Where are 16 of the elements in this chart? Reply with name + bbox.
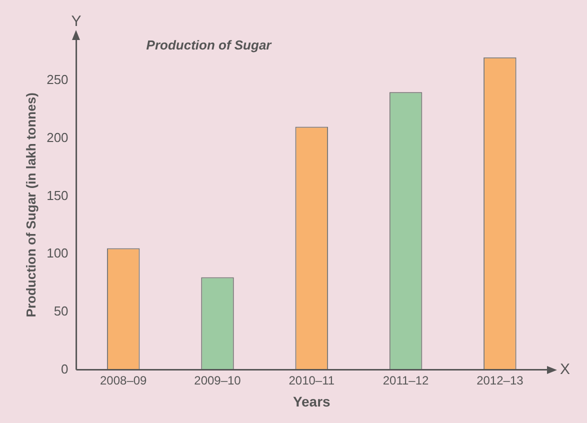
y-tick-label: 50 (54, 304, 68, 319)
x-tick-label: 2009–10 (194, 373, 242, 388)
y-tick-label: 0 (61, 361, 68, 376)
x-tick-label: 2010–11 (288, 373, 335, 388)
y-tick-label: 250 (46, 72, 68, 88)
text: X (560, 360, 570, 378)
x-tick-label: 2011–12 (382, 373, 430, 388)
text: Y (71, 13, 82, 30)
x-axis-title: Years (292, 393, 331, 410)
chart-title: Production of Sugar (146, 38, 272, 53)
y-tick-label: 100 (46, 246, 68, 261)
x-tick-label: 2008–09 (100, 373, 148, 388)
y-tick-label: 150 (46, 188, 68, 203)
y-tick-label: 200 (46, 130, 68, 145)
y-axis-title: Production of Sugar (in lakh tonnes) (23, 92, 38, 318)
x-tick-label: 2012–13 (476, 373, 524, 388)
